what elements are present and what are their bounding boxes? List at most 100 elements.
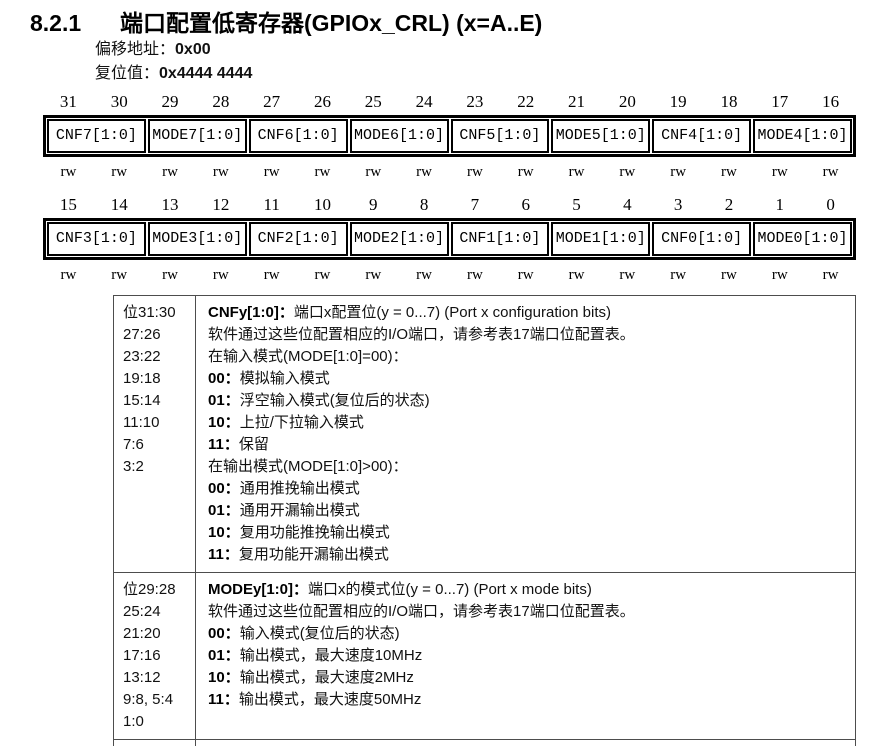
access-type-label: rw [670, 267, 687, 283]
bit-number: 20 [618, 92, 636, 111]
bit-range-line: 13:12 [123, 669, 161, 686]
access-type-label: rw [568, 267, 585, 283]
register-fields-row: CNF7[1:0] MODE7[1:0] CNF6[1:0] MODE6[1:0] CN… [43, 115, 856, 157]
bit-number: 17 [771, 92, 789, 111]
register-field-cell: MODE7[1:0] [147, 119, 247, 153]
bit-range-line: 3:2 [123, 458, 144, 475]
description-bold-prefix: 11： [208, 691, 239, 708]
register-field-cell: CNF6[1:0] [248, 119, 348, 153]
description-line: 10：输出模式，最大速度2MHz [208, 669, 414, 686]
bit-number: 9 [369, 195, 378, 214]
bit-range-line: 1:0 [123, 713, 144, 730]
register-field-cell: MODE2[1:0] [349, 222, 449, 256]
access-type-label: rw [162, 267, 178, 283]
access-type-label: rw [721, 267, 737, 283]
bit-range-line: 11:10 [123, 414, 160, 431]
bit-number: 21 [568, 92, 586, 111]
offset-address-line: 偏移地址：0x00 [95, 38, 870, 62]
register-field-cell: CNF7[1:0] [47, 119, 146, 153]
bit-description-table: 位31:30 27:26 23:22 19:18 15:14 11:10 7:6 3:2 CNF… [113, 295, 856, 746]
register-field-cell: CNF2[1:0] [248, 222, 348, 256]
bit-number: 16 [822, 92, 840, 111]
bit-number: 1 [775, 195, 785, 214]
bit-number: 11 [263, 195, 280, 214]
reset-value-line: 复位值：0x4444 4444 [95, 62, 870, 86]
description-line: 软件通过这些位配置相应的I/O端口，请参考表17端口位配置表。 [208, 326, 635, 343]
bit-range-line: 位31:30 [123, 304, 176, 321]
description-cell: CNFy[1:0]：端口x配置位(y = 0...7) (Port x conf… [196, 296, 855, 572]
register-field-cell: MODE1[1:0] [551, 222, 651, 256]
description-line: 10：复用功能推挽输出模式 [208, 524, 390, 541]
access-type-label: rw [771, 164, 788, 180]
register-field-cell: MODE0[1:0] [753, 222, 852, 256]
access-type-label: rw [263, 267, 280, 283]
bit-number: 23 [466, 92, 484, 111]
section-heading: 8.2.1 端口配置低寄存器(GPIOx_CRL) (x=A..E) [30, 8, 870, 38]
bit-number: 31 [59, 92, 77, 111]
access-type-label: rw [619, 267, 636, 283]
bit-number: 10 [313, 195, 331, 214]
access-type-label: rw [721, 164, 737, 180]
bit-range-line: 17:16 [123, 647, 161, 664]
bit-number: 5 [572, 195, 581, 214]
description-line: 01：通用开漏输出模式 [208, 502, 360, 519]
register-field-cell: CNF3[1:0] [47, 222, 146, 256]
description-line: MODEy[1:0]：端口x的模式位(y = 0...7) (Port x mo… [208, 581, 592, 598]
bit-number: 14 [110, 195, 128, 214]
access-type-row: rw rw rw rw rw rw rw rw rw rw rw rw rw rw rw rw [43, 267, 856, 284]
access-type-label: rw [212, 164, 229, 180]
bit-number: 27 [263, 92, 281, 111]
description-bold-prefix: 11： [208, 546, 239, 563]
access-type-label: rw [60, 164, 77, 180]
register-field-cell: CNF5[1:0] [450, 119, 550, 153]
page-title: 端口配置低寄存器(GPIOx_CRL) (x=A..E) [120, 10, 543, 36]
register-field-cell: CNF1[1:0] [450, 222, 550, 256]
bit-number: 18 [720, 92, 738, 111]
access-type-label: rw [111, 267, 128, 283]
bit-number: 25 [364, 92, 382, 111]
bit-range-line: 23:22 [123, 348, 161, 365]
bit-range-line: 19:18 [123, 370, 161, 387]
bit-range-line: 21:20 [123, 625, 161, 642]
bit-range-cell: 位29:28 25:24 21:20 17:16 13:12 9:8, 5:4 1:0 [114, 573, 196, 739]
description-line: 00：通用推挽输出模式 [208, 480, 360, 497]
bit-number: 12 [212, 195, 230, 214]
bit-number: 7 [470, 195, 480, 214]
register-field-cell: MODE3[1:0] [147, 222, 247, 256]
access-type-row: rw rw rw rw rw rw rw rw rw rw rw rw rw rw rw rw [43, 164, 856, 181]
reset-value-label: 复位值： [95, 65, 160, 82]
description-line: 在输出模式(MODE[1:0]>00)： [208, 458, 408, 475]
bit-number: 24 [415, 92, 433, 111]
access-type-label: rw [416, 267, 432, 283]
access-type-label: rw [822, 164, 839, 180]
bit-number: 30 [110, 92, 128, 111]
register-field-cell: MODE4[1:0] [753, 119, 852, 153]
bit-number: 15 [59, 195, 77, 214]
bit-range-line: 27:26 [123, 326, 161, 343]
description-bold-prefix: CNFy[1:0]： [208, 304, 294, 321]
description-line: 11：保留 [208, 436, 269, 453]
register-field-cell: CNF0[1:0] [652, 222, 752, 256]
register-row-gap [43, 181, 856, 191]
description-line: CNFy[1:0]：端口x配置位(y = 0...7) (Port x conf… [208, 304, 612, 321]
access-type-label: rw [314, 267, 331, 283]
description-bold-prefix: 00： [208, 480, 240, 497]
access-type-label: rw [619, 164, 636, 180]
register-diagram: 31 30 29 28 27 26 25 24 23 22 21 20 19 18 17 16 CNF7[1:0… [43, 92, 856, 284]
bit-range-cell-continuation [114, 740, 196, 746]
access-type-label: rw [162, 164, 178, 180]
access-type-label: rw [60, 267, 77, 283]
access-type-label: rw [517, 267, 534, 283]
offset-address-value: 0x00 [175, 41, 211, 58]
description-row: 位31:30 27:26 23:22 19:18 15:14 11:10 7:6 3:2 CNF… [114, 296, 855, 573]
bit-number: 19 [669, 92, 687, 111]
bit-numbers-row: 31 30 29 28 27 26 25 24 23 22 21 20 19 18 17 16 [43, 92, 856, 112]
bit-number: 28 [212, 92, 230, 111]
description-bold-prefix: 10： [208, 524, 240, 541]
access-type-label: rw [111, 164, 128, 180]
description-cell: MODEy[1:0]：端口x的模式位(y = 0...7) (Port x mo… [196, 573, 855, 739]
description-cell-continuation [196, 740, 855, 746]
access-type-label: rw [212, 267, 229, 283]
description-bold-prefix: 01： [208, 392, 240, 409]
